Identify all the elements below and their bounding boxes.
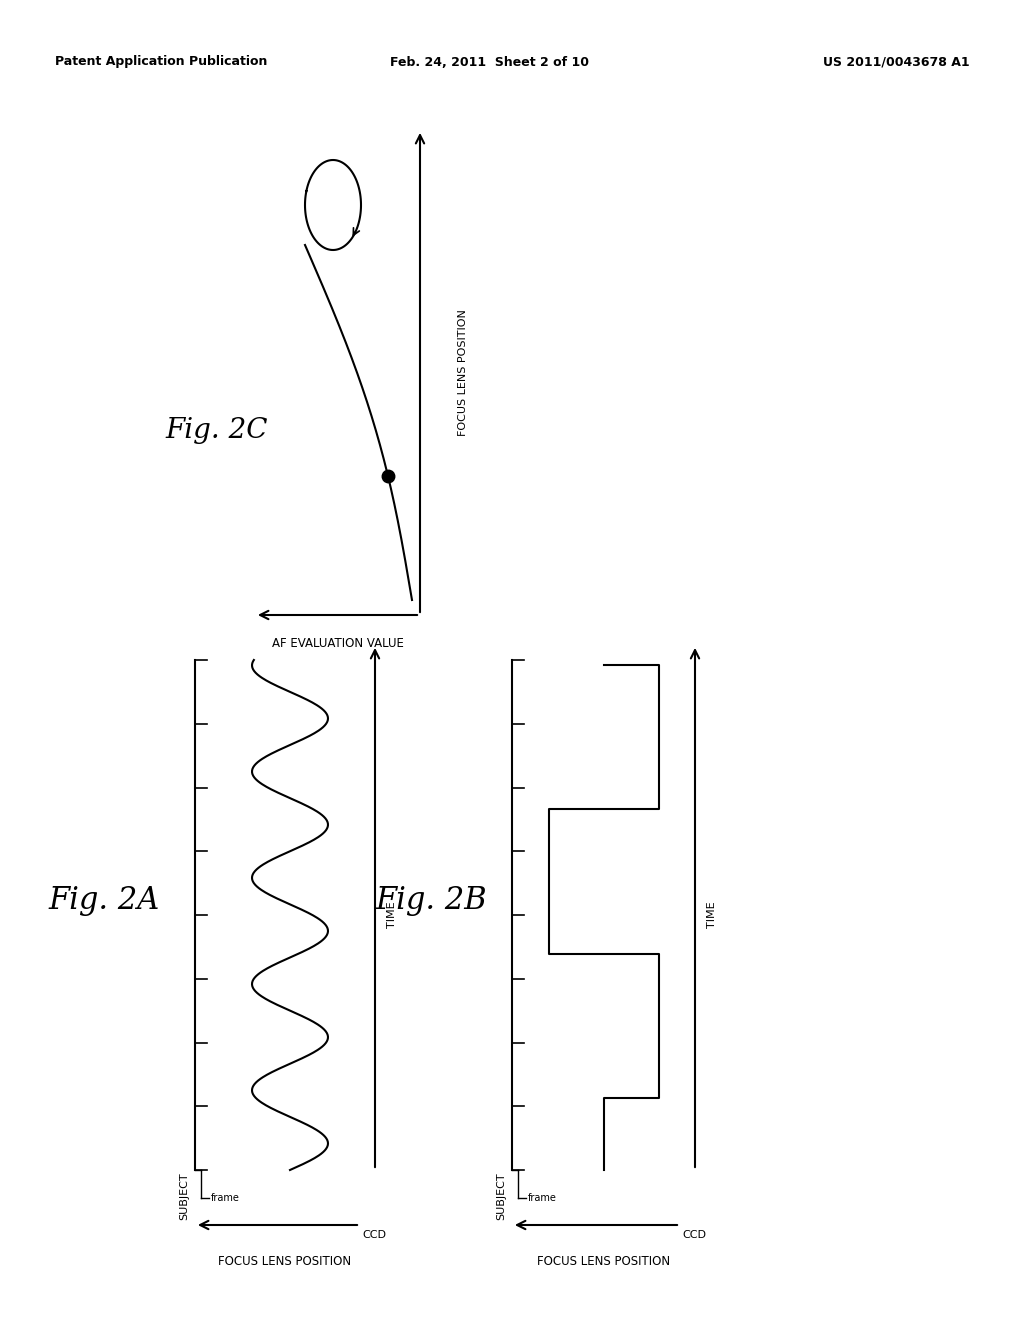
Text: SUBJECT: SUBJECT [179, 1172, 189, 1220]
Text: Fig. 2B: Fig. 2B [375, 884, 486, 916]
Text: SUBJECT: SUBJECT [496, 1172, 506, 1220]
Text: CCD: CCD [682, 1230, 706, 1239]
Text: FOCUS LENS POSITION: FOCUS LENS POSITION [458, 309, 468, 436]
Text: frame: frame [528, 1193, 557, 1203]
Text: TIME: TIME [387, 902, 397, 928]
Text: FOCUS LENS POSITION: FOCUS LENS POSITION [218, 1255, 351, 1269]
Text: frame: frame [211, 1193, 240, 1203]
Text: US 2011/0043678 A1: US 2011/0043678 A1 [823, 55, 970, 69]
Text: CCD: CCD [362, 1230, 386, 1239]
Text: AF EVALUATION VALUE: AF EVALUATION VALUE [271, 638, 403, 649]
Text: Patent Application Publication: Patent Application Publication [55, 55, 267, 69]
Text: FOCUS LENS POSITION: FOCUS LENS POSITION [537, 1255, 670, 1269]
Text: TIME: TIME [707, 902, 717, 928]
Text: Fig. 2A: Fig. 2A [48, 884, 160, 916]
Text: Fig. 2C: Fig. 2C [165, 417, 267, 444]
Text: Feb. 24, 2011  Sheet 2 of 10: Feb. 24, 2011 Sheet 2 of 10 [390, 55, 590, 69]
